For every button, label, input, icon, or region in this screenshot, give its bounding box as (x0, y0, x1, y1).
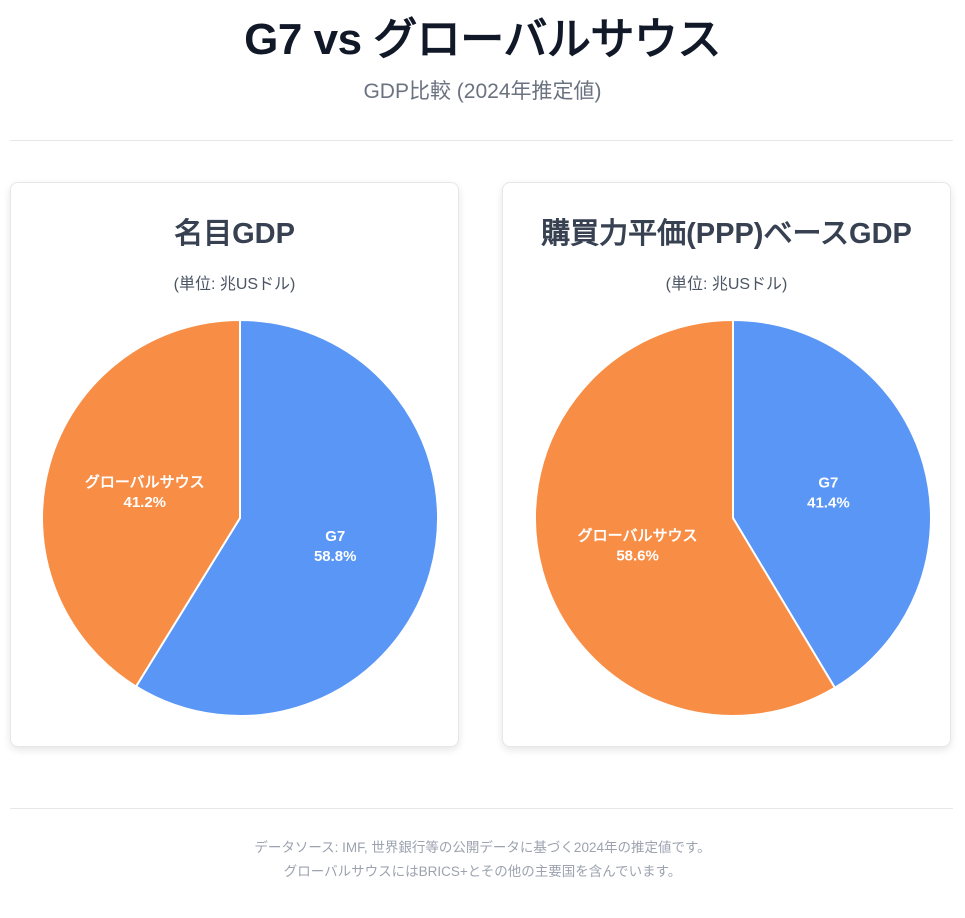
pie-slice-g7 (134, 318, 439, 717)
slice-label-name: G7 (325, 528, 345, 545)
footer-line-scope: グローバルサウスにはBRICS+とその他の主要国を含んでいます。 (283, 864, 682, 879)
pie-slice-g7 (732, 318, 932, 690)
chart-title: 名目GDP (174, 218, 295, 250)
nominal-gdp-card: 名目GDP (単位: 兆USドル) G7 58.8% グローバルサウス 41.2% (10, 182, 459, 747)
chart-unit: (単位: 兆USドル) (173, 276, 296, 293)
chart-title: 購買力平価(PPP)ベースGDP (541, 218, 912, 250)
slice-label-percent: 58.6% (616, 547, 659, 564)
slice-label-name: グローバルサウス (578, 526, 698, 544)
chart-unit: (単位: 兆USドル) (665, 276, 788, 293)
slice-label-percent: 41.2% (123, 494, 166, 511)
slice-label-percent: 58.8% (314, 548, 357, 565)
slice-label-name: G7 (818, 475, 838, 492)
ppp-gdp-card: 購買力平価(PPP)ベースGDP (単位: 兆USドル) G7 41.4% グローバ… (502, 182, 951, 747)
page-subtitle: GDP比較 (2024年推定値) (363, 80, 602, 103)
footer-divider (10, 808, 953, 809)
page-title: G7 vs グローバルサウス (244, 15, 721, 64)
ppp-gdp-pie: G7 41.4% グローバルサウス 58.6% (534, 318, 932, 717)
footer-line-source: データソース: IMF, 世界銀行等の公開データに基づく2024年の推定値です。 (254, 840, 711, 855)
pie-slice-global-south (534, 318, 837, 717)
slice-label-percent: 41.4% (807, 495, 850, 512)
pie-slice-global-south (41, 318, 241, 688)
nominal-gdp-pie: G7 58.8% グローバルサウス 41.2% (41, 318, 439, 717)
header-divider (10, 140, 953, 141)
slice-label-name: グローバルサウス (85, 473, 205, 491)
footer-note: データソース: IMF, 世界銀行等の公開データに基づく2024年の推定値です。… (0, 836, 965, 884)
